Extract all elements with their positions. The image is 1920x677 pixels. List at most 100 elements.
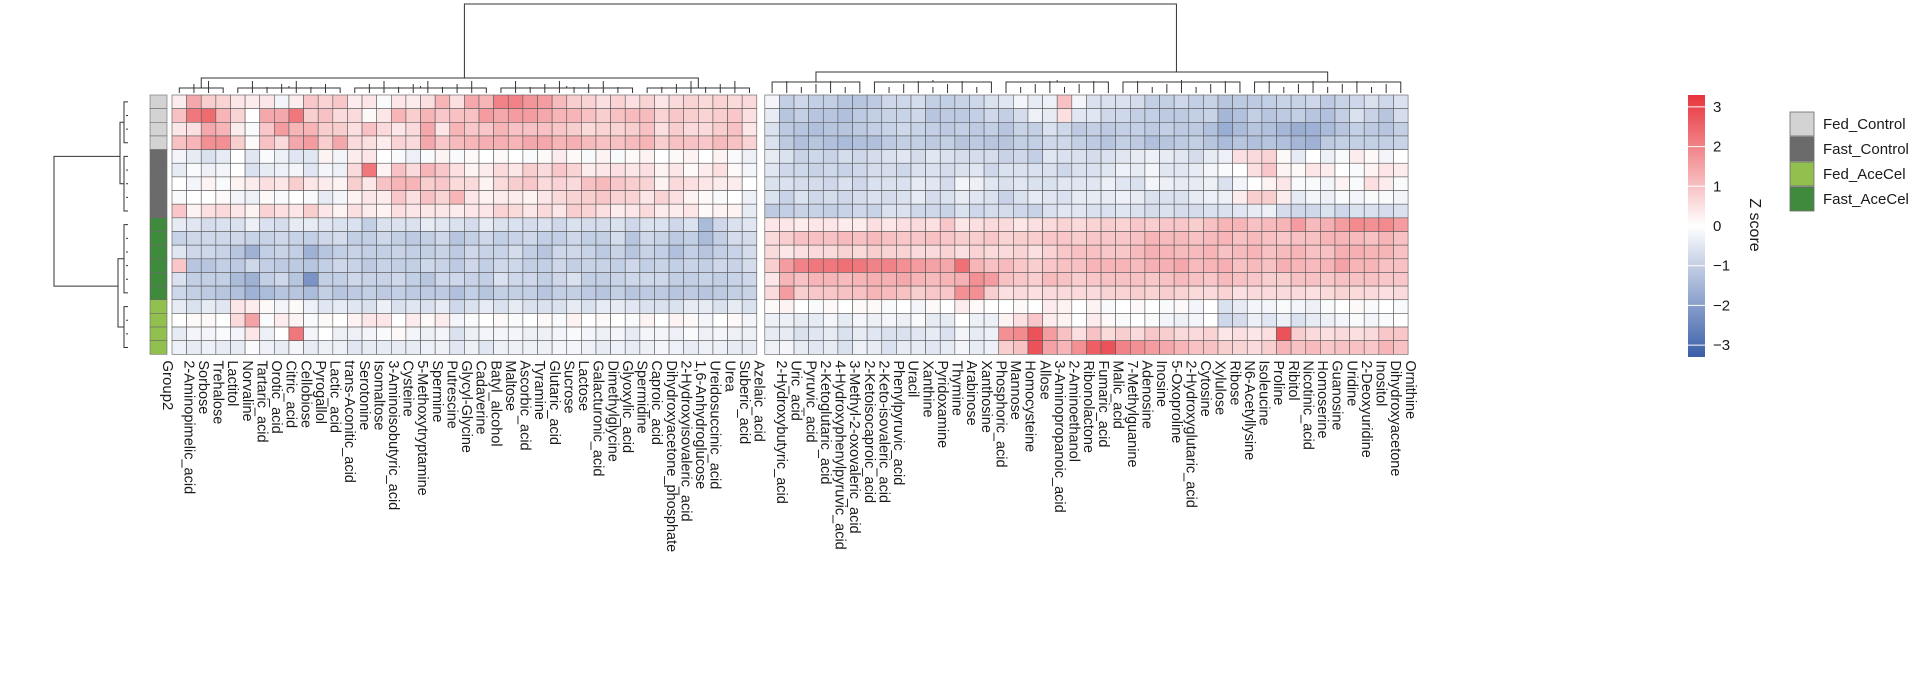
column-label: Dihydroxyacetone_phosphate — [663, 360, 679, 552]
heatmap-cell — [764, 313, 780, 328]
heatmap-cell — [668, 285, 685, 301]
heatmap-cell — [1320, 190, 1336, 205]
heatmap-cell — [566, 313, 582, 328]
heatmap-cell — [610, 217, 626, 232]
heatmap-cell — [171, 326, 187, 341]
group-annotation-cell — [149, 94, 168, 109]
heatmap-cell — [186, 313, 202, 328]
column-label: Spermidine — [634, 360, 650, 433]
heatmap-cell — [551, 176, 568, 191]
heatmap-cell — [303, 176, 319, 191]
heatmap-cell — [1305, 299, 1321, 314]
heatmap-cell — [1144, 326, 1160, 341]
heatmap-cell — [464, 313, 480, 328]
heatmap-cell — [230, 203, 246, 219]
heatmap-cell — [1246, 231, 1263, 246]
heatmap-cell — [493, 203, 509, 219]
heatmap-cell — [1349, 217, 1365, 232]
heatmap-cell — [1086, 149, 1102, 164]
heatmap-cell — [478, 176, 494, 191]
heatmap-cell — [478, 258, 494, 273]
heatmap-cell — [317, 94, 334, 109]
heatmap-cell — [1173, 231, 1190, 246]
heatmap-cell — [1071, 94, 1087, 109]
heatmap-cell — [1378, 313, 1394, 328]
heatmap-cell — [1217, 231, 1233, 246]
heatmap-cell — [434, 244, 451, 260]
heatmap-cell — [1290, 162, 1307, 178]
heatmap-cell — [332, 326, 348, 341]
heatmap-cell — [1305, 122, 1321, 137]
heatmap-cell — [449, 122, 465, 137]
heatmap-cell — [376, 313, 392, 328]
heatmap-cell — [896, 162, 912, 178]
heatmap-cell — [1056, 108, 1073, 123]
heatmap-cell — [727, 122, 743, 137]
heatmap-cell — [683, 340, 699, 355]
heatmap-cell — [1159, 217, 1175, 232]
column-label: 2-Aminoethanol — [1066, 360, 1082, 462]
heatmap-cell — [698, 122, 714, 137]
heatmap-cell — [1349, 149, 1365, 164]
heatmap-cell — [969, 122, 985, 137]
heatmap-cell — [464, 299, 480, 314]
heatmap-cell — [698, 258, 714, 273]
heatmap-cell — [1261, 190, 1277, 205]
heatmap-cell — [581, 190, 597, 205]
heatmap-cell — [1378, 299, 1394, 314]
heatmap-cell — [698, 135, 714, 150]
heatmap-cell — [1188, 217, 1204, 232]
heatmap-cell — [741, 299, 758, 314]
heatmap-cell — [449, 149, 465, 164]
heatmap-cell — [259, 94, 275, 109]
heatmap-cell — [764, 108, 780, 123]
group-annotation-cell — [149, 162, 168, 178]
heatmap-cell — [1246, 162, 1263, 178]
heatmap-cell — [595, 94, 611, 109]
heatmap-cell — [837, 244, 853, 260]
heatmap-cell — [259, 258, 275, 273]
heatmap-cell — [896, 244, 912, 260]
heatmap-cell — [698, 326, 714, 341]
heatmap-cell — [507, 299, 524, 314]
heatmap-cell — [954, 162, 970, 178]
heatmap-cell — [939, 176, 956, 191]
heatmap-cell — [186, 258, 202, 273]
heatmap-cell — [741, 176, 758, 191]
heatmap-cell — [741, 326, 758, 341]
heatmap-cell — [478, 231, 494, 246]
heatmap-cell — [779, 190, 795, 205]
heatmap-cell — [200, 217, 217, 232]
heatmap-cell — [274, 258, 290, 273]
heatmap-cell — [581, 94, 597, 109]
heatmap-cell — [215, 176, 231, 191]
heatmap-cell — [1144, 149, 1160, 164]
heatmap-cell — [1217, 244, 1233, 260]
heatmap-cell — [1334, 135, 1350, 150]
heatmap-cell — [1144, 135, 1160, 150]
heatmap-cell — [1232, 217, 1248, 232]
heatmap-cell — [1349, 340, 1365, 355]
heatmap-cell — [1246, 176, 1263, 191]
heatmap-cell — [1246, 108, 1263, 123]
heatmap-cell — [288, 285, 304, 301]
column-label: Trehalose — [210, 360, 226, 424]
heatmap-cell — [244, 313, 261, 328]
legend-swatch — [1789, 161, 1815, 187]
heatmap-cell — [551, 217, 568, 232]
heatmap-cell — [925, 217, 941, 232]
heatmap-cell — [522, 340, 538, 355]
heatmap-cell — [925, 135, 941, 150]
heatmap-cell — [698, 108, 714, 123]
heatmap-cell — [925, 285, 941, 301]
heatmap-cell — [881, 94, 897, 109]
heatmap-cell — [712, 272, 728, 287]
heatmap-cell — [347, 122, 363, 137]
heatmap-cell — [171, 258, 187, 273]
heatmap-cell — [639, 135, 655, 150]
heatmap-cell — [668, 135, 685, 150]
heatmap-cell — [808, 149, 824, 164]
heatmap-cell — [1320, 285, 1336, 301]
heatmap-cell — [274, 340, 290, 355]
heatmap-cell — [910, 190, 926, 205]
